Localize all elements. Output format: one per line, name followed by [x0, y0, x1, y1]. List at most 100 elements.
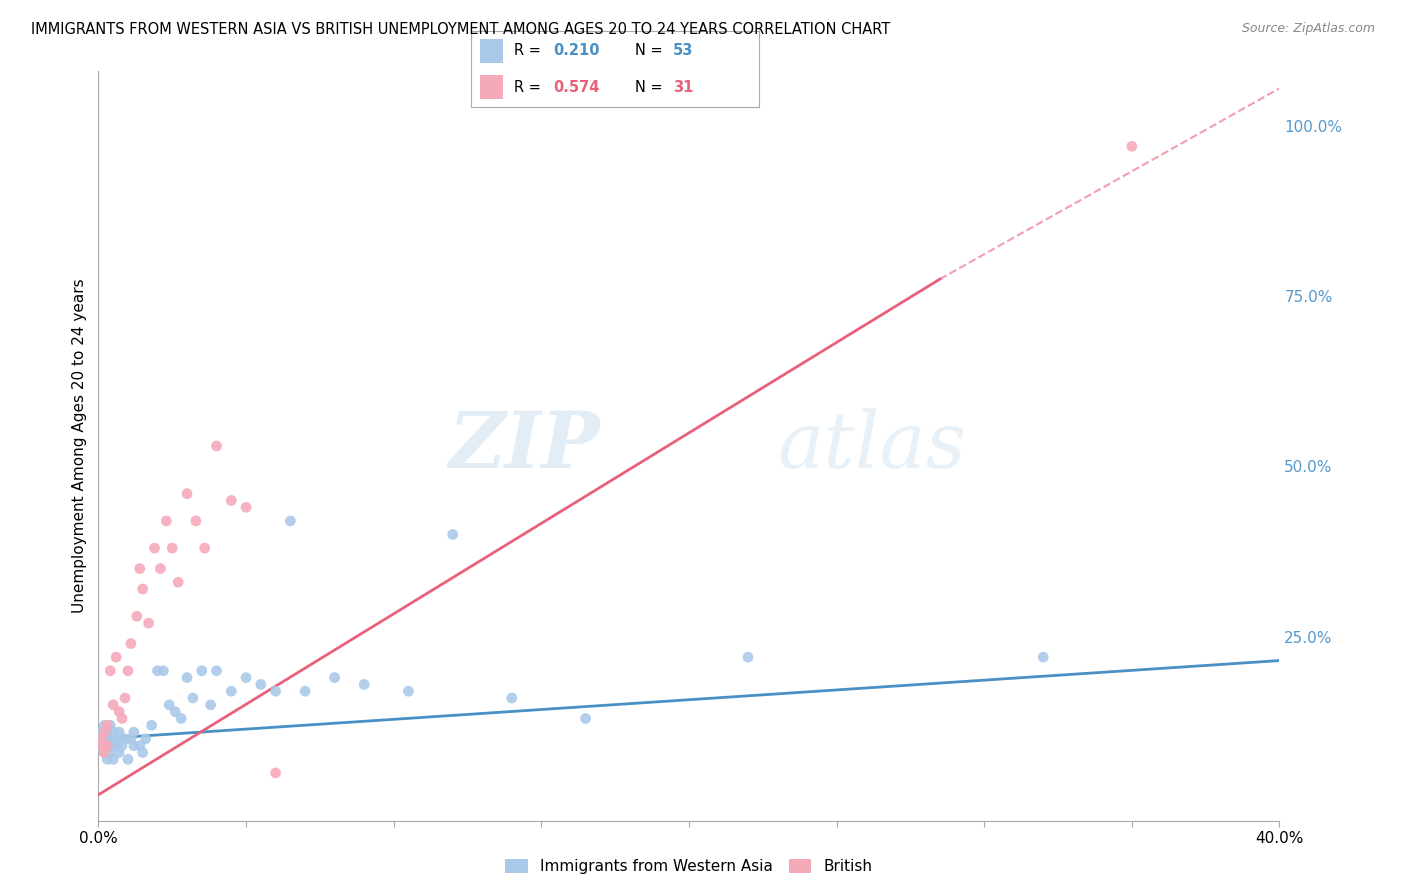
Point	[128, 561, 150, 575]
Text: R =: R =	[515, 79, 546, 95]
Point	[98, 731, 121, 746]
Point	[1032, 650, 1054, 665]
Point	[111, 739, 134, 753]
Point	[149, 561, 172, 575]
Point	[103, 725, 125, 739]
Point	[200, 698, 222, 712]
Text: N =: N =	[636, 44, 668, 59]
Text: R =: R =	[515, 44, 546, 59]
Point	[132, 746, 155, 760]
Point	[135, 731, 157, 746]
Point	[105, 739, 128, 753]
Point	[191, 664, 214, 678]
Point	[323, 671, 346, 685]
Point	[155, 514, 177, 528]
Point	[143, 541, 166, 556]
Point	[105, 650, 128, 665]
Point	[108, 705, 131, 719]
Point	[111, 731, 134, 746]
Point	[165, 705, 187, 719]
Point	[141, 718, 163, 732]
Point	[117, 664, 139, 678]
Point	[235, 500, 257, 515]
Point	[441, 527, 464, 541]
Text: N =: N =	[636, 79, 668, 95]
Point	[117, 752, 139, 766]
Point	[90, 725, 112, 739]
Text: 0.574: 0.574	[553, 79, 599, 95]
Point	[103, 698, 125, 712]
Point	[280, 514, 302, 528]
Text: 53: 53	[672, 44, 693, 59]
Point	[501, 691, 523, 706]
Point	[120, 636, 142, 650]
Text: IMMIGRANTS FROM WESTERN ASIA VS BRITISH UNEMPLOYMENT AMONG AGES 20 TO 24 YEARS C: IMMIGRANTS FROM WESTERN ASIA VS BRITISH …	[31, 22, 890, 37]
Point	[264, 684, 287, 698]
Point	[221, 493, 243, 508]
Point	[181, 691, 204, 706]
Text: Source: ZipAtlas.com: Source: ZipAtlas.com	[1241, 22, 1375, 36]
Point	[93, 746, 115, 760]
Bar	[479, 38, 503, 63]
Point	[1121, 139, 1143, 153]
Point	[98, 746, 121, 760]
Point	[235, 671, 257, 685]
Point	[103, 739, 125, 753]
Point	[103, 752, 125, 766]
Point	[167, 575, 190, 590]
Point	[294, 684, 316, 698]
Y-axis label: Unemployment Among Ages 20 to 24 years: Unemployment Among Ages 20 to 24 years	[72, 278, 87, 614]
Point	[221, 684, 243, 698]
Point	[176, 486, 198, 500]
Point	[128, 739, 150, 753]
Point	[205, 439, 228, 453]
Point	[98, 718, 121, 732]
Point	[264, 766, 287, 780]
Point	[120, 731, 142, 746]
Point	[105, 731, 128, 746]
Point	[170, 711, 193, 725]
Point	[184, 514, 207, 528]
Point	[108, 746, 131, 760]
Point	[108, 725, 131, 739]
Point	[138, 616, 160, 631]
Point	[111, 711, 134, 725]
Point	[398, 684, 420, 698]
Point	[353, 677, 375, 691]
Point	[176, 671, 198, 685]
Point	[93, 718, 115, 732]
Point	[114, 691, 136, 706]
Point	[122, 739, 145, 753]
Point	[122, 725, 145, 739]
Point	[575, 711, 598, 725]
Point	[250, 677, 273, 691]
Legend: Immigrants from Western Asia, British: Immigrants from Western Asia, British	[499, 853, 879, 880]
Point	[152, 664, 174, 678]
Point	[96, 718, 118, 732]
Point	[98, 664, 121, 678]
Point	[93, 725, 115, 739]
Point	[157, 698, 180, 712]
Point	[93, 731, 115, 746]
Point	[96, 752, 118, 766]
Point	[93, 746, 115, 760]
Point	[205, 664, 228, 678]
Point	[96, 739, 118, 753]
Point	[132, 582, 155, 596]
Point	[114, 731, 136, 746]
Point	[162, 541, 183, 556]
Point	[737, 650, 759, 665]
Point	[146, 664, 169, 678]
Bar	[479, 75, 503, 99]
Text: 0.210: 0.210	[553, 44, 599, 59]
Point	[125, 609, 148, 624]
Point	[90, 739, 112, 753]
Point	[96, 739, 118, 753]
Text: ZIP: ZIP	[449, 408, 600, 484]
Text: atlas: atlas	[778, 408, 966, 484]
Point	[96, 725, 118, 739]
Text: 31: 31	[672, 79, 693, 95]
Point	[90, 731, 112, 746]
Point	[194, 541, 217, 556]
Point	[90, 739, 112, 753]
